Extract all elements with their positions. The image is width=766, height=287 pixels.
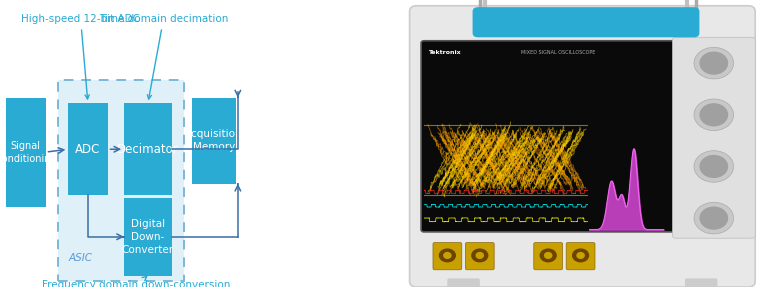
Circle shape <box>540 249 556 262</box>
FancyBboxPatch shape <box>410 6 755 287</box>
FancyBboxPatch shape <box>685 278 718 287</box>
Circle shape <box>700 156 728 177</box>
Text: ASIC: ASIC <box>69 253 93 263</box>
Circle shape <box>440 249 455 262</box>
FancyBboxPatch shape <box>124 103 172 195</box>
Text: ADC: ADC <box>75 143 100 156</box>
Text: High-speed 12-bit ADC: High-speed 12-bit ADC <box>21 14 140 99</box>
Text: Digital
Down-
Converter: Digital Down- Converter <box>122 219 174 255</box>
Circle shape <box>444 253 451 258</box>
Text: Tektronix: Tektronix <box>427 50 460 55</box>
Circle shape <box>694 202 734 234</box>
Circle shape <box>694 47 734 79</box>
Circle shape <box>694 99 734 131</box>
FancyBboxPatch shape <box>566 243 595 270</box>
Circle shape <box>476 253 483 258</box>
Text: Time domain decimation: Time domain decimation <box>99 14 228 99</box>
FancyBboxPatch shape <box>68 103 107 195</box>
FancyBboxPatch shape <box>192 98 236 184</box>
FancyBboxPatch shape <box>421 41 676 232</box>
FancyBboxPatch shape <box>466 243 494 270</box>
Text: Signal
Conditioning: Signal Conditioning <box>0 141 57 164</box>
FancyBboxPatch shape <box>6 98 45 207</box>
FancyBboxPatch shape <box>124 198 172 276</box>
Circle shape <box>694 151 734 182</box>
Circle shape <box>700 207 728 229</box>
FancyBboxPatch shape <box>58 80 184 281</box>
Circle shape <box>577 253 584 258</box>
Circle shape <box>573 249 588 262</box>
Circle shape <box>700 104 728 126</box>
Text: Decimator: Decimator <box>117 143 178 156</box>
Circle shape <box>700 52 728 74</box>
Circle shape <box>472 249 488 262</box>
Text: Acquisition
Memory: Acquisition Memory <box>185 129 243 152</box>
FancyBboxPatch shape <box>473 7 699 37</box>
FancyBboxPatch shape <box>433 243 462 270</box>
FancyBboxPatch shape <box>534 243 562 270</box>
Circle shape <box>545 253 552 258</box>
FancyBboxPatch shape <box>673 37 755 238</box>
Text: MIXED SIGNAL OSCILLOSCOPE: MIXED SIGNAL OSCILLOSCOPE <box>521 50 595 55</box>
FancyBboxPatch shape <box>447 278 480 287</box>
Text: Frequency domain down-conversion: Frequency domain down-conversion <box>42 276 231 287</box>
